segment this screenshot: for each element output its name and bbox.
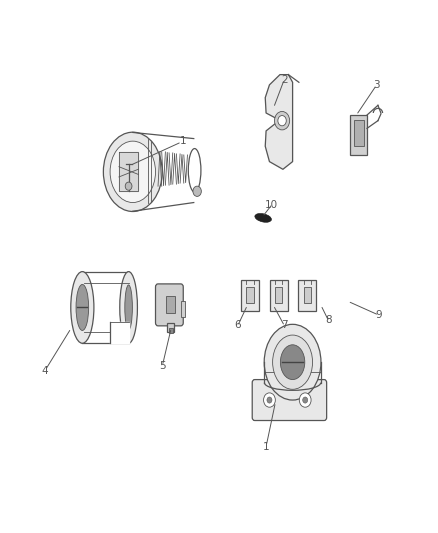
Polygon shape — [119, 152, 138, 191]
Circle shape — [303, 397, 308, 403]
Ellipse shape — [264, 324, 321, 400]
FancyBboxPatch shape — [353, 119, 364, 146]
Text: 5: 5 — [159, 361, 166, 372]
Text: 10: 10 — [265, 200, 278, 210]
Polygon shape — [265, 75, 293, 169]
FancyBboxPatch shape — [241, 280, 259, 311]
Ellipse shape — [103, 132, 162, 212]
Circle shape — [264, 393, 276, 407]
Polygon shape — [110, 322, 129, 343]
Ellipse shape — [71, 272, 94, 343]
Circle shape — [299, 393, 311, 407]
Text: 9: 9 — [375, 310, 382, 320]
FancyBboxPatch shape — [169, 328, 173, 333]
Text: 6: 6 — [235, 320, 241, 330]
FancyBboxPatch shape — [246, 287, 254, 303]
Circle shape — [125, 182, 132, 190]
FancyBboxPatch shape — [167, 323, 174, 332]
Text: 1: 1 — [263, 442, 269, 451]
FancyBboxPatch shape — [166, 296, 175, 312]
Circle shape — [278, 116, 286, 126]
Circle shape — [275, 111, 290, 130]
FancyBboxPatch shape — [155, 284, 183, 326]
Circle shape — [267, 397, 272, 403]
FancyBboxPatch shape — [304, 287, 311, 303]
Ellipse shape — [272, 335, 313, 389]
Text: 4: 4 — [41, 366, 48, 376]
FancyBboxPatch shape — [181, 301, 185, 317]
FancyBboxPatch shape — [252, 379, 327, 421]
Text: 7: 7 — [281, 320, 287, 330]
Text: 3: 3 — [373, 80, 380, 90]
FancyBboxPatch shape — [270, 280, 287, 311]
Text: 1: 1 — [180, 136, 187, 146]
FancyBboxPatch shape — [275, 287, 283, 303]
FancyBboxPatch shape — [298, 280, 316, 311]
Ellipse shape — [76, 285, 88, 330]
Ellipse shape — [255, 214, 272, 222]
Ellipse shape — [280, 345, 305, 379]
Text: 2: 2 — [281, 75, 287, 85]
Text: 8: 8 — [325, 315, 332, 325]
Ellipse shape — [125, 285, 132, 330]
Ellipse shape — [110, 141, 155, 203]
FancyBboxPatch shape — [350, 115, 367, 155]
Circle shape — [193, 186, 201, 196]
Ellipse shape — [120, 272, 138, 343]
